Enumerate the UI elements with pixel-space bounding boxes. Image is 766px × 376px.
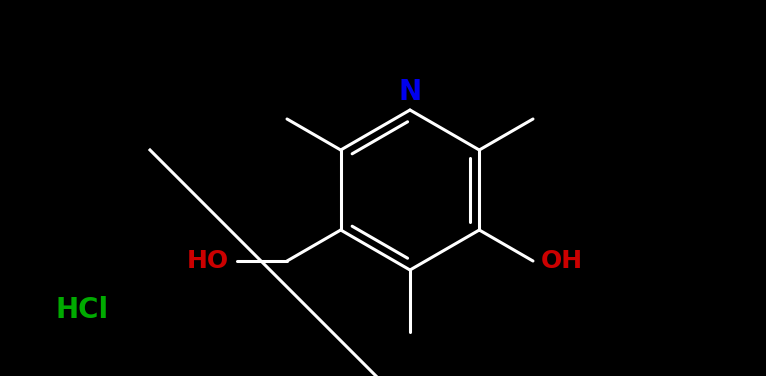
Text: N: N [398,78,421,106]
Text: HO: HO [187,249,229,273]
Text: OH: OH [541,249,583,273]
Text: HCl: HCl [55,296,108,324]
